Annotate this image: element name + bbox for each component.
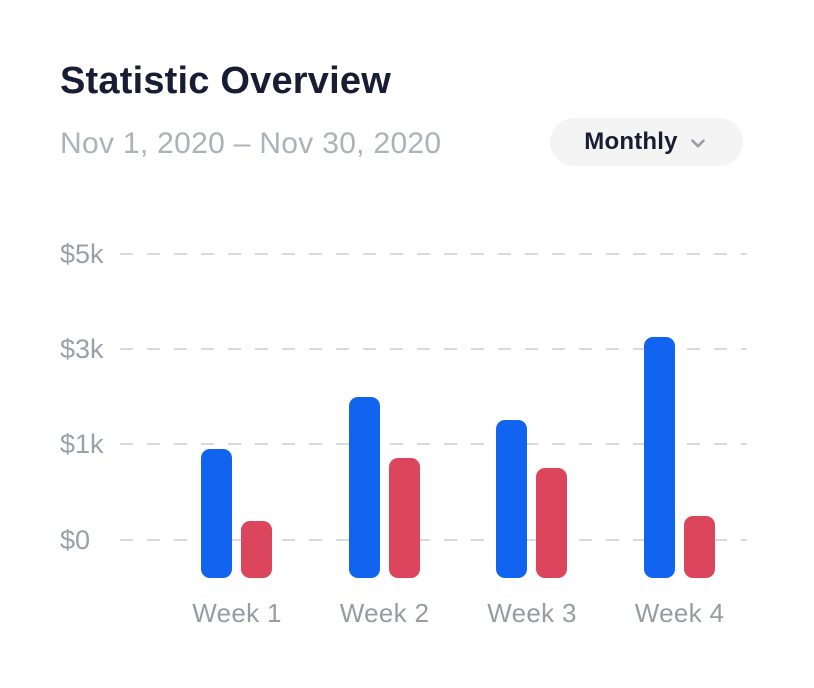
- page-title: Statistic Overview: [60, 60, 391, 102]
- period-dropdown[interactable]: Monthly: [550, 118, 743, 166]
- bar-red-week-2: [388, 458, 420, 578]
- gridline: [120, 348, 747, 350]
- y-axis-tick-label: $1k: [60, 429, 104, 459]
- chevron-down-icon: [687, 130, 709, 154]
- x-axis-tick-label: Week 4: [634, 598, 725, 628]
- bar-red-week-4: [683, 516, 715, 578]
- date-range: Nov 1, 2020 – Nov 30, 2020: [60, 127, 442, 160]
- gridline: [120, 539, 747, 541]
- y-axis-tick-label: $0: [60, 525, 91, 555]
- period-dropdown-label: Monthly: [584, 128, 678, 155]
- x-axis-tick-label: Week 1: [192, 598, 282, 628]
- gridline: [120, 443, 747, 445]
- bar-red-week-1: [241, 520, 272, 578]
- y-axis-tick-label: $3k: [60, 334, 104, 364]
- bar-blue-week-4: [643, 337, 675, 578]
- bar-red-week-3: [536, 468, 567, 578]
- x-axis-tick-label: Week 3: [487, 598, 577, 628]
- y-axis-tick-label: $5k: [60, 239, 104, 269]
- bar-blue-week-3: [496, 420, 527, 578]
- gridline: [120, 253, 747, 255]
- bar-blue-week-2: [348, 396, 380, 578]
- x-axis-tick-label: Week 2: [339, 598, 430, 628]
- bar-blue-week-1: [201, 448, 232, 578]
